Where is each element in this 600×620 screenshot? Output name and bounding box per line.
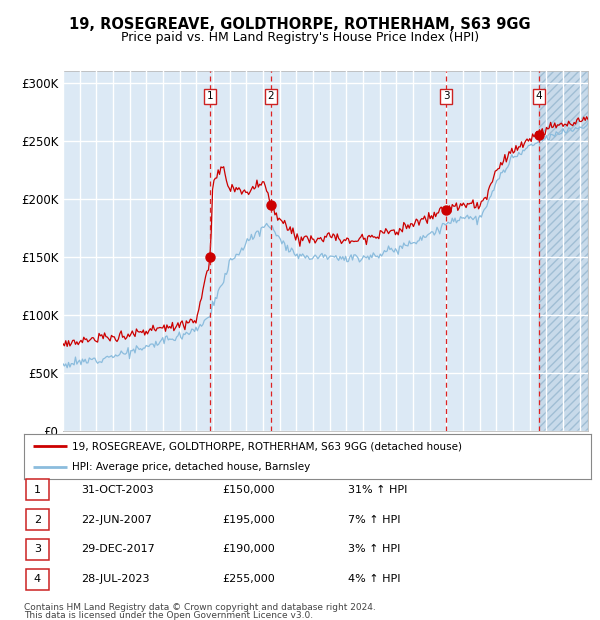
- Text: 31% ↑ HPI: 31% ↑ HPI: [348, 485, 407, 495]
- Text: 28-JUL-2023: 28-JUL-2023: [81, 574, 149, 584]
- Text: 29-DEC-2017: 29-DEC-2017: [81, 544, 155, 554]
- Text: HPI: Average price, detached house, Barnsley: HPI: Average price, detached house, Barn…: [72, 461, 310, 472]
- Text: This data is licensed under the Open Government Licence v3.0.: This data is licensed under the Open Gov…: [24, 611, 313, 620]
- Text: 2: 2: [268, 92, 274, 102]
- Text: Contains HM Land Registry data © Crown copyright and database right 2024.: Contains HM Land Registry data © Crown c…: [24, 603, 376, 612]
- Text: £150,000: £150,000: [222, 485, 275, 495]
- Text: 3: 3: [443, 92, 449, 102]
- Text: £195,000: £195,000: [222, 515, 275, 525]
- Text: 1: 1: [207, 92, 214, 102]
- Text: 2: 2: [34, 515, 41, 525]
- Text: Price paid vs. HM Land Registry's House Price Index (HPI): Price paid vs. HM Land Registry's House …: [121, 31, 479, 43]
- Text: 31-OCT-2003: 31-OCT-2003: [81, 485, 154, 495]
- Text: 22-JUN-2007: 22-JUN-2007: [81, 515, 152, 525]
- Bar: [539, 71, 588, 431]
- Text: 4: 4: [536, 92, 542, 102]
- Text: 7% ↑ HPI: 7% ↑ HPI: [348, 515, 401, 525]
- Text: 19, ROSEGREAVE, GOLDTHORPE, ROTHERHAM, S63 9GG (detached house): 19, ROSEGREAVE, GOLDTHORPE, ROTHERHAM, S…: [72, 441, 462, 451]
- Text: £255,000: £255,000: [222, 574, 275, 584]
- Bar: [539, 71, 588, 431]
- Text: £190,000: £190,000: [222, 544, 275, 554]
- Text: 3: 3: [34, 544, 41, 554]
- Text: 4% ↑ HPI: 4% ↑ HPI: [348, 574, 401, 584]
- Text: 4: 4: [34, 574, 41, 584]
- Text: 19, ROSEGREAVE, GOLDTHORPE, ROTHERHAM, S63 9GG: 19, ROSEGREAVE, GOLDTHORPE, ROTHERHAM, S…: [69, 17, 531, 32]
- Text: 1: 1: [34, 485, 41, 495]
- Text: 3% ↑ HPI: 3% ↑ HPI: [348, 544, 400, 554]
